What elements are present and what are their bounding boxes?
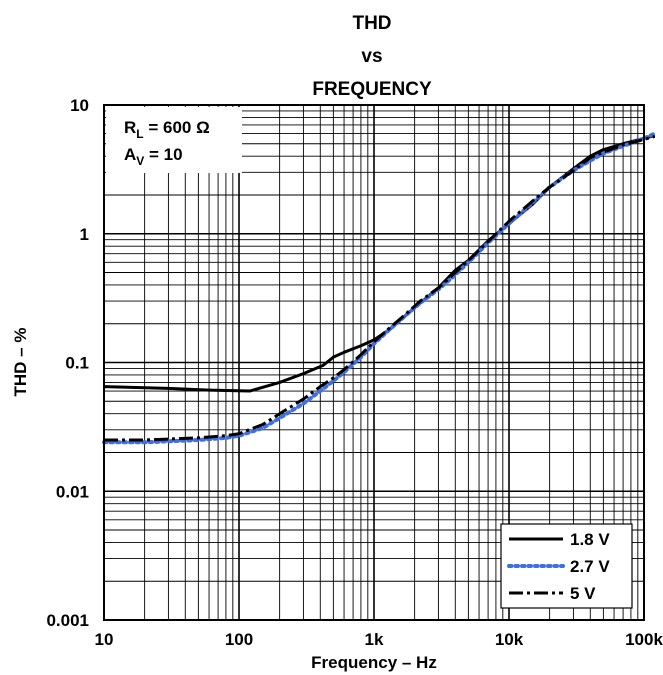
x-tick-labels: 10 100 1k 10k 100k <box>95 630 663 649</box>
chart-title-line-3: FREQUENCY <box>312 79 432 100</box>
y-axis-label: THD – % <box>11 328 30 397</box>
legend: 1.8 V 2.7 V 5 V <box>500 523 633 609</box>
x-tick-label: 1k <box>365 630 384 649</box>
condition-text: RL = 600 Ω <box>124 118 210 141</box>
y-tick-label: 1 <box>80 225 89 244</box>
chart-title-line-2: vs <box>361 46 382 67</box>
conditions-box-background <box>106 107 242 173</box>
chart-title-line-1: THD <box>352 13 391 34</box>
y-tick-label: 0.001 <box>46 611 89 630</box>
legend-label: 2.7 V <box>570 557 610 576</box>
y-tick-label: 0.01 <box>56 482 89 501</box>
y-tick-label: 10 <box>70 96 89 115</box>
legend-label: 1.8 V <box>570 530 610 549</box>
x-tick-label: 10k <box>495 630 524 649</box>
x-tick-label: 100 <box>225 630 253 649</box>
condition-text: AV = 10 <box>124 145 183 168</box>
x-axis-label: Frequency – Hz <box>311 653 437 672</box>
x-tick-label: 100k <box>625 630 663 649</box>
series-line <box>102 131 657 445</box>
legend-label: 5 V <box>570 584 596 603</box>
series-layer <box>102 131 657 445</box>
y-tick-labels: 0.001 0.01 0.1 1 10 <box>46 96 89 630</box>
y-tick-label: 0.1 <box>65 354 89 373</box>
plot-area-frame <box>103 104 645 621</box>
series-line <box>104 134 656 442</box>
conditions-box: RL = 600 Ω AV = 10 <box>106 107 242 173</box>
x-tick-label: 10 <box>95 630 114 649</box>
